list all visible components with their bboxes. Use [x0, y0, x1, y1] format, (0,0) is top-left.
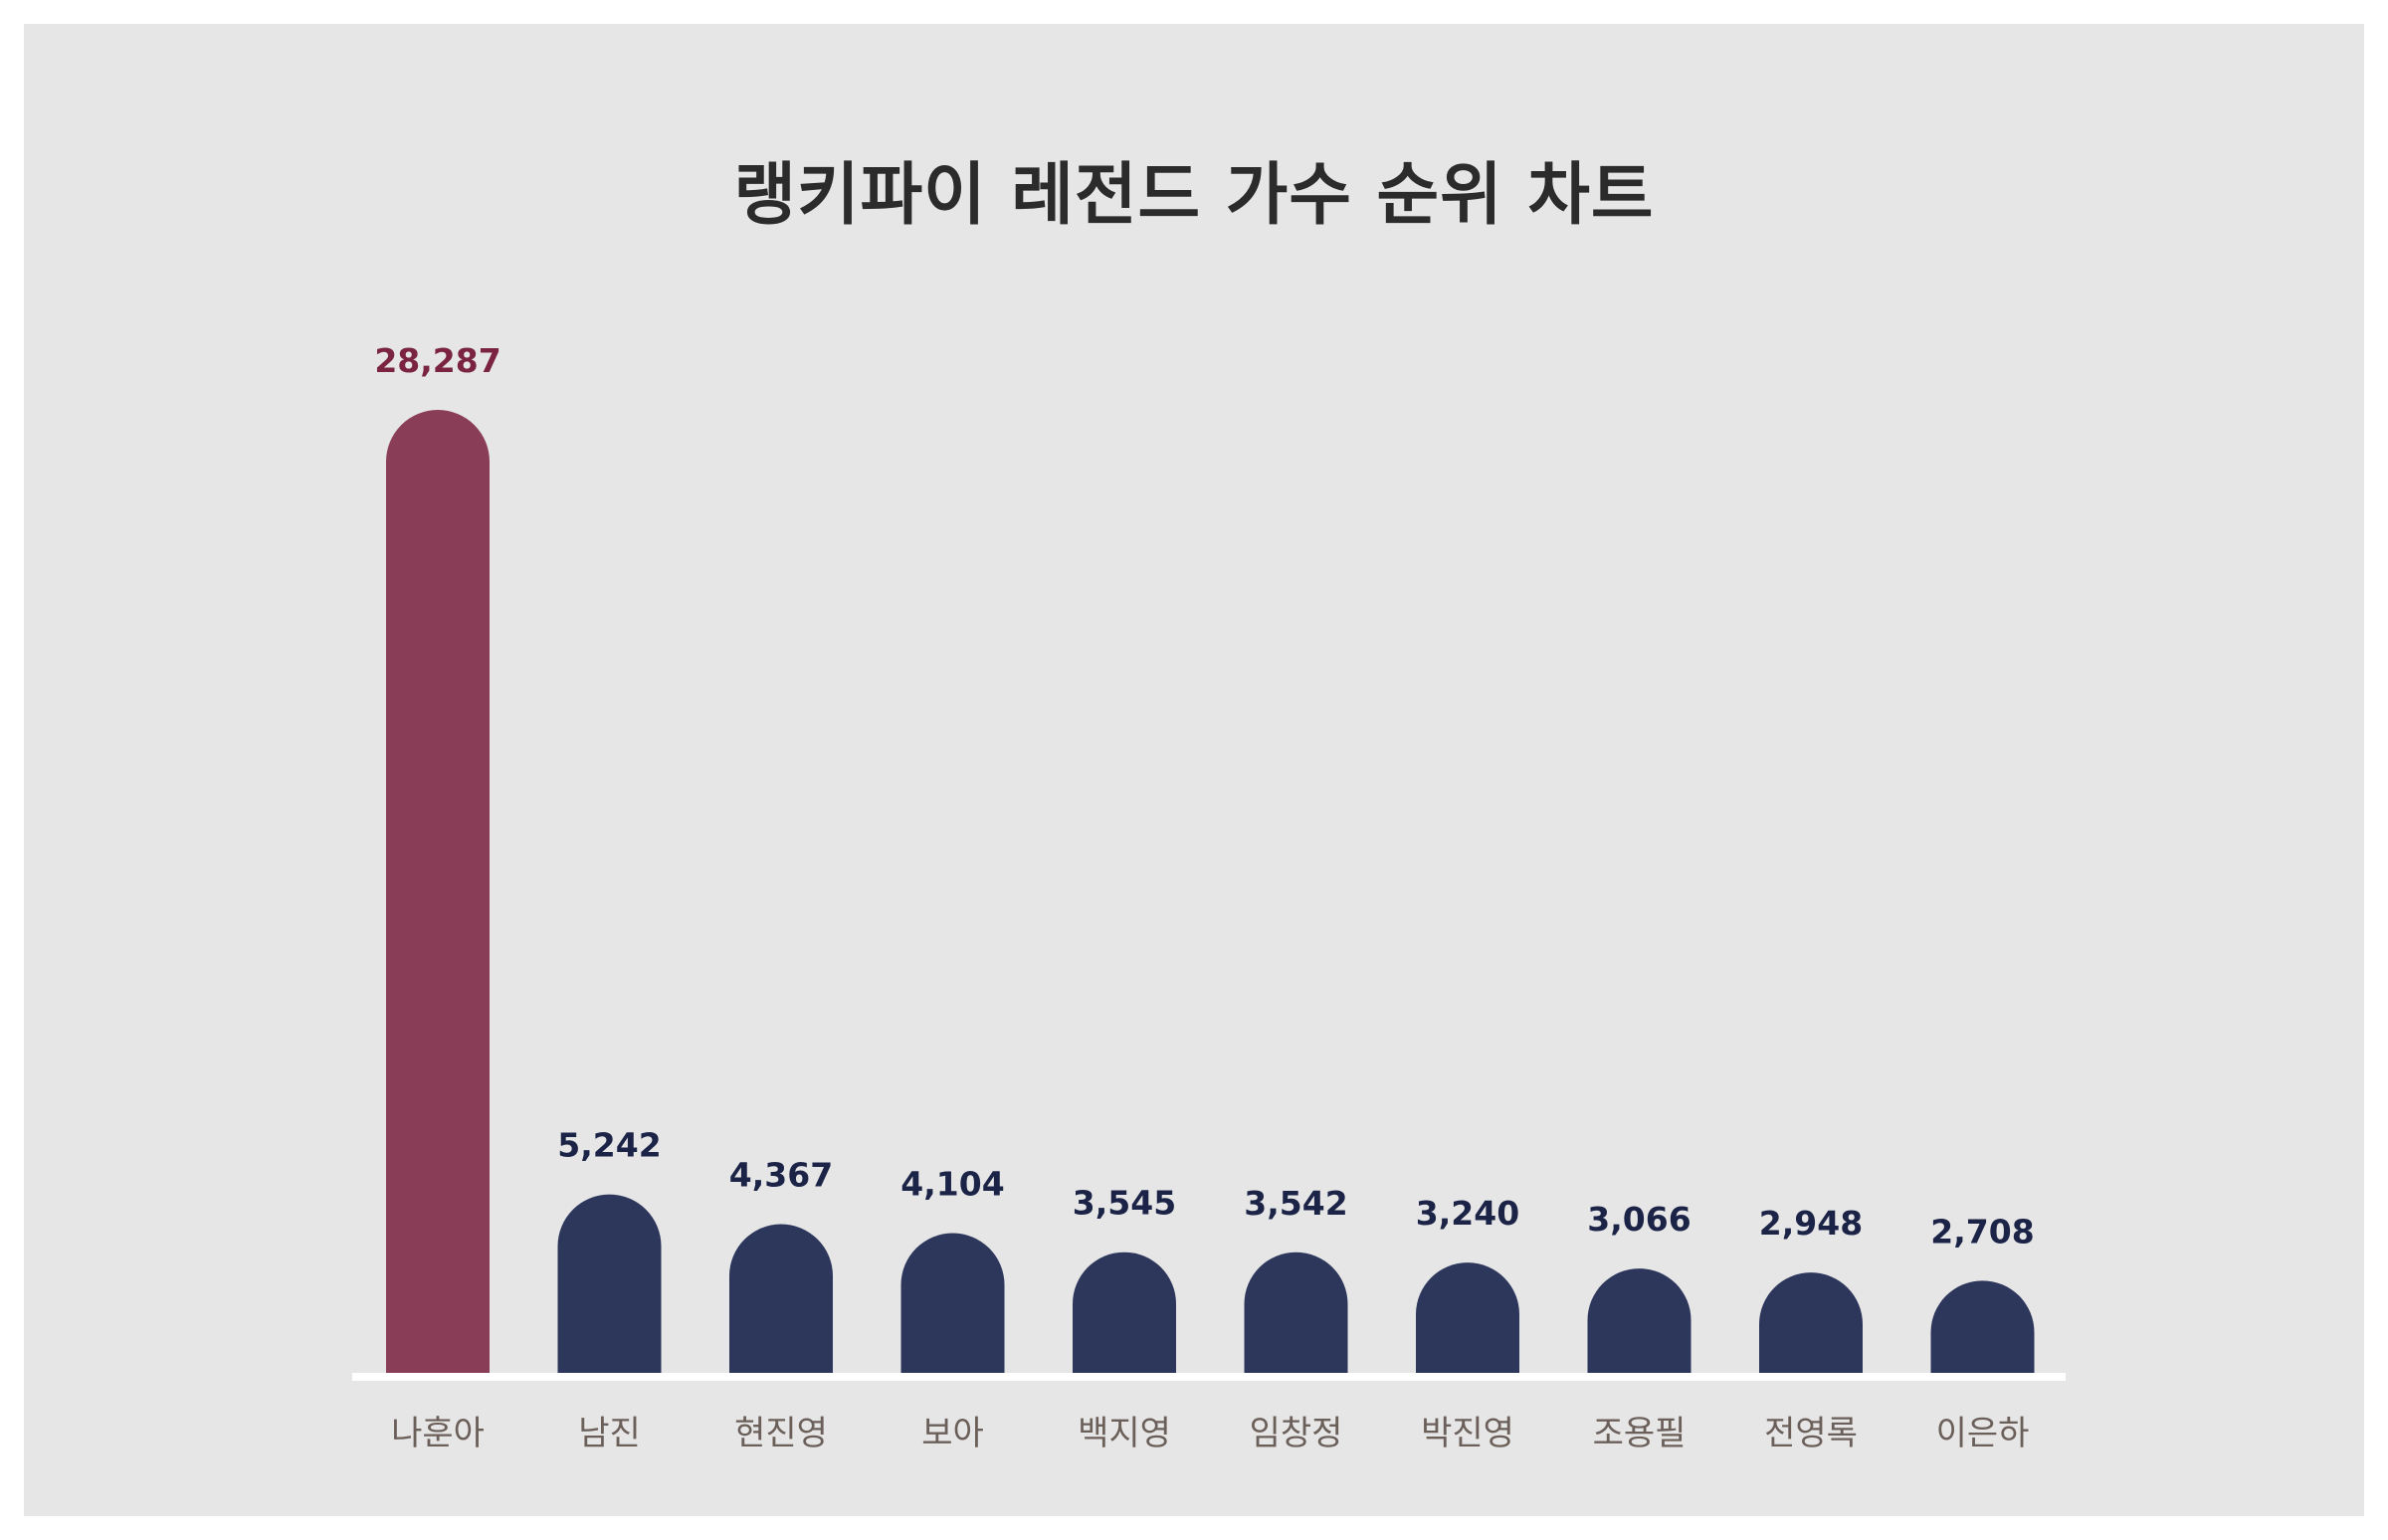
category-label-3: 현진영 [734, 1414, 828, 1453]
bar-2 [557, 1194, 662, 1373]
category-label-6: 임창정 [1250, 1414, 1343, 1453]
value-label-9: 2,948 [1759, 1204, 1863, 1243]
value-label-1: 28,287 [374, 341, 500, 380]
value-label-7: 3,240 [1416, 1194, 1519, 1233]
bar-1 [386, 410, 490, 1373]
bars-group [386, 410, 2035, 1373]
value-label-10: 2,708 [1930, 1212, 2034, 1251]
category-label-7: 박진영 [1421, 1414, 1514, 1453]
value-label-8: 3,066 [1587, 1200, 1691, 1239]
value-label-2: 5,242 [557, 1126, 661, 1165]
value-labels-group: 28,287 5,242 4,367 4,104 3,545 3,542 3,240 3,06… [374, 341, 2034, 1251]
category-labels-group: 나훈아 남진 현진영 보아 백지영 임창정 박진영 조용필 전영록 이은하 [391, 1414, 2029, 1453]
value-label-3: 4,367 [729, 1156, 833, 1195]
category-label-2: 남진 [578, 1414, 641, 1453]
bar-6 [1244, 1251, 1348, 1373]
bar-4 [900, 1233, 1005, 1373]
bar-5 [1073, 1251, 1176, 1373]
category-label-5: 백지영 [1078, 1414, 1171, 1453]
bar-3 [729, 1224, 833, 1373]
value-label-6: 3,542 [1244, 1184, 1347, 1223]
category-label-8: 조용필 [1593, 1414, 1687, 1453]
bar-8 [1587, 1268, 1692, 1373]
category-label-4: 보아 [921, 1414, 984, 1453]
bar-9 [1759, 1272, 1863, 1373]
chart-title: 랭키파이 레전드 가수 순위 차트 [733, 156, 1655, 235]
value-label-4: 4,104 [900, 1165, 1004, 1204]
category-label-10: 이은하 [1936, 1414, 2030, 1453]
value-label-5: 3,545 [1073, 1184, 1176, 1223]
category-label-1: 나훈아 [391, 1414, 485, 1453]
bar-7 [1416, 1262, 1519, 1373]
bar-10 [1930, 1280, 2035, 1373]
category-label-9: 전영록 [1764, 1414, 1858, 1453]
